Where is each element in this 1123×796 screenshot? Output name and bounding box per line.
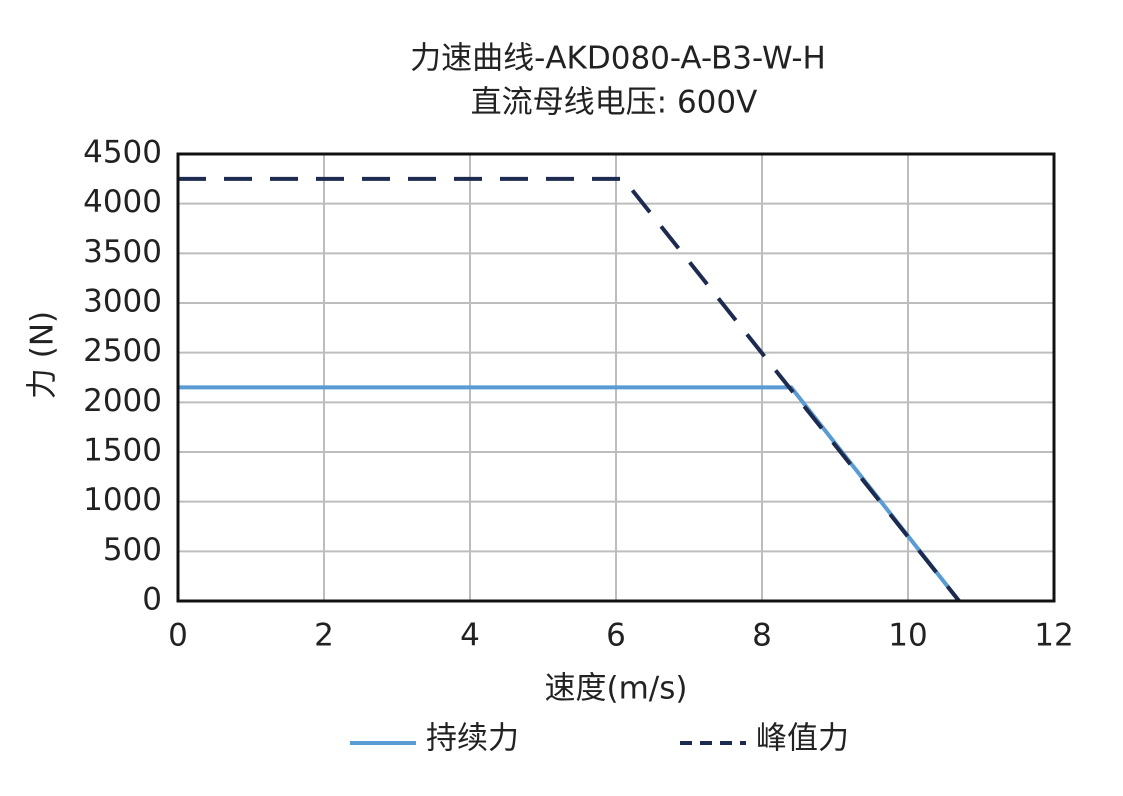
chart-title: 力速曲线-AKD080-A-B3-W-H (410, 41, 826, 77)
grid (177, 153, 1055, 602)
x-axis-label: 速度(m/s) (545, 671, 688, 707)
y-tick-label: 4500 (83, 135, 162, 171)
plot-frame (176, 152, 1056, 603)
legend-label: 持续力 (426, 721, 519, 757)
legend-label: 峰值力 (756, 721, 849, 757)
x-tick-label: 0 (168, 618, 188, 654)
y-tick-label: 2000 (83, 383, 162, 419)
y-axis-label: 力 (N) (25, 311, 61, 399)
y-tick-label: 3500 (83, 234, 162, 270)
x-tick-label: 4 (460, 618, 480, 654)
x-tick-label: 10 (888, 618, 927, 654)
y-tick-label: 500 (103, 532, 162, 568)
chart-subtitle: 直流母线电压: 600V (471, 85, 758, 121)
plot (178, 176, 961, 603)
x-tick-label: 8 (752, 618, 772, 654)
y-tick-label: 0 (142, 582, 162, 618)
legend: 持续力 峰值力 (350, 721, 849, 757)
y-tick-label: 2500 (83, 333, 162, 369)
y-tick-label: 3000 (83, 284, 162, 320)
x-tick-label: 12 (1034, 618, 1073, 654)
x-tick-label: 6 (606, 618, 626, 654)
series-line (178, 385, 961, 603)
y-tick-label: 4000 (83, 184, 162, 220)
x-tick-label: 2 (314, 618, 334, 654)
y-tick-label: 1000 (83, 482, 162, 518)
series-line (178, 176, 961, 603)
y-tick-label: 1500 (83, 433, 162, 469)
